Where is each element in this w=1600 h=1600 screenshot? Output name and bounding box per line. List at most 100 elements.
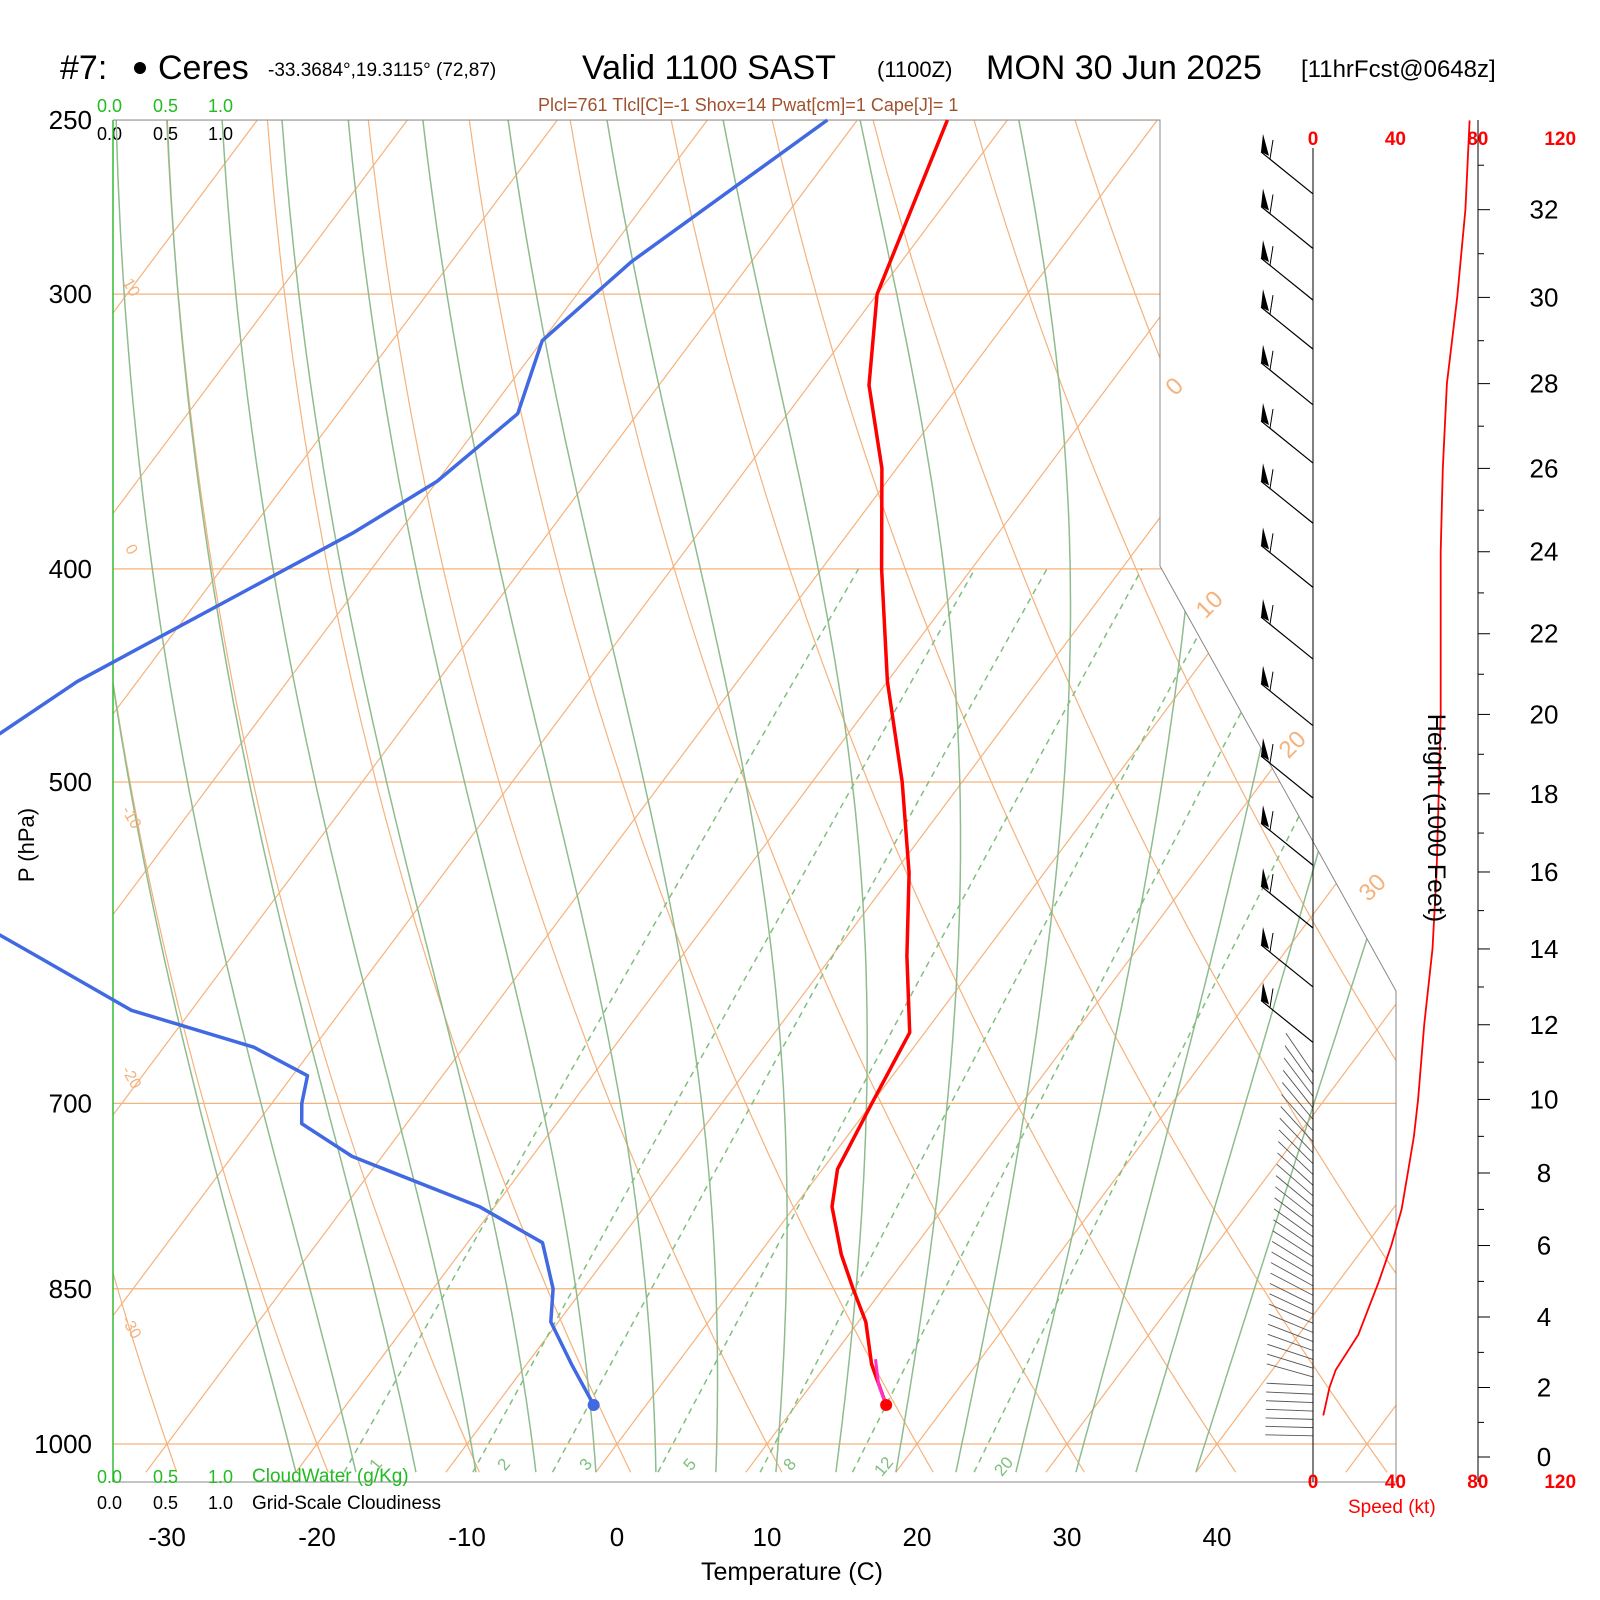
wind-barb-staff bbox=[1260, 755, 1314, 799]
height-tick-label: 0 bbox=[1537, 1442, 1551, 1472]
top-cw-tick-2: 1.0 bbox=[208, 96, 233, 116]
wind-barb-flag bbox=[1269, 811, 1274, 831]
wind-barb-staff bbox=[1260, 999, 1314, 1043]
temperature-tick-label: 20 bbox=[903, 1522, 932, 1552]
wind-barb-pennant bbox=[1261, 665, 1269, 688]
valid-zulu: (1100Z) bbox=[877, 57, 952, 82]
station-dot-icon bbox=[134, 62, 146, 74]
dry-adiabat-line bbox=[1074, 120, 1396, 1473]
wind-barb-flag bbox=[1269, 604, 1274, 625]
wind-barb-flag bbox=[1269, 988, 1274, 1008]
mixing-ratio-line bbox=[851, 568, 1318, 1473]
wind-barb-low bbox=[1265, 1417, 1314, 1420]
wind-barb-pennant bbox=[1261, 527, 1269, 550]
wind-barb-low bbox=[1270, 1262, 1314, 1287]
wind-barb-low bbox=[1285, 1032, 1314, 1074]
wind-barb-low bbox=[1268, 1303, 1314, 1324]
height-tick-label: 32 bbox=[1530, 195, 1559, 225]
wind-barb-low bbox=[1280, 1106, 1314, 1143]
wind-barb-low bbox=[1266, 1353, 1314, 1369]
wind-barb-pennant bbox=[1261, 403, 1269, 426]
isotherm-label: 0 bbox=[1160, 372, 1189, 401]
pressure-tick-label: 250 bbox=[49, 105, 92, 135]
isotherm-line bbox=[1195, 120, 1396, 1473]
isotherm-line bbox=[113, 120, 558, 1473]
wind-barb-pennant bbox=[1261, 344, 1269, 367]
wind-barb-low bbox=[1278, 1129, 1314, 1165]
isotherm-line bbox=[145, 120, 1158, 1473]
background-grid bbox=[113, 120, 1396, 1473]
height-tick-label: 16 bbox=[1530, 857, 1559, 887]
wind-barb-pennant bbox=[1261, 738, 1269, 761]
wind-barb-pennant bbox=[1261, 463, 1269, 486]
mixing-ratio-line bbox=[657, 568, 1143, 1473]
speed-tick-top: 0 bbox=[1308, 129, 1319, 150]
moist-adiabat-line bbox=[113, 175, 297, 1473]
mixing-ratio-labels: 1 2 3 5 8 12 20 bbox=[365, 1453, 1017, 1480]
wind-barb-pennant bbox=[1261, 240, 1269, 263]
temperature-tick-label: -10 bbox=[448, 1522, 486, 1552]
mixing-ratio-label: 12 bbox=[870, 1453, 897, 1480]
wind-barb-flag bbox=[1269, 194, 1274, 214]
isotherm-line bbox=[895, 120, 1396, 1473]
mixing-ratio-line bbox=[551, 568, 1048, 1473]
moist-adiabat-line bbox=[606, 120, 788, 1473]
isotherm-line bbox=[113, 120, 708, 1473]
mixing-ratio-line bbox=[759, 568, 1235, 1473]
isotherm-line bbox=[1345, 120, 1396, 1473]
speed-tick-bottom: 120 bbox=[1544, 1472, 1576, 1493]
wind-barb-low bbox=[1282, 1070, 1314, 1109]
moist-adiabat-line bbox=[422, 120, 657, 1473]
wind-barb-low bbox=[1265, 1408, 1314, 1412]
wind-barb-low bbox=[1265, 1400, 1314, 1404]
x-axis-label: Temperature (C) bbox=[701, 1558, 883, 1586]
top-cl-tick-2: 1.0 bbox=[208, 124, 233, 144]
isotherm-line bbox=[113, 120, 408, 1473]
wind-barb-staff bbox=[1260, 206, 1314, 249]
pressure-axis: 250 300 400 500 700 850 1000 bbox=[34, 105, 92, 1459]
cloudiness-label: Grid-Scale Cloudiness bbox=[252, 1493, 441, 1514]
wind-barb-pennant bbox=[1261, 982, 1269, 1005]
wind-barb-flag bbox=[1269, 246, 1274, 266]
wind-barb-low bbox=[1281, 1082, 1314, 1120]
height-tick-label: 22 bbox=[1530, 619, 1559, 649]
temperature-tick-label: -30 bbox=[148, 1522, 186, 1552]
wind-barb-low bbox=[1275, 1186, 1314, 1217]
wind-barb-low bbox=[1281, 1094, 1314, 1131]
mixing-ratio-label: 8 bbox=[779, 1455, 800, 1474]
temperature-tick-label: 10 bbox=[753, 1522, 782, 1552]
pressure-tick-label: 400 bbox=[49, 554, 92, 584]
wind-barb-pennant bbox=[1261, 599, 1269, 622]
isotherm-line bbox=[113, 120, 258, 1473]
speed-line bbox=[1322, 120, 1471, 1416]
temperature-axis: -30 -20 -10 0 10 20 30 40 bbox=[148, 1522, 1231, 1552]
wind-barb-low bbox=[1266, 1382, 1314, 1387]
height-tick-label: 24 bbox=[1530, 537, 1559, 567]
surface-dewpoint-dot bbox=[587, 1399, 600, 1412]
wind-barb-pennant bbox=[1261, 133, 1269, 156]
station-number: #7: bbox=[60, 49, 107, 87]
wind-barb-low bbox=[1276, 1163, 1314, 1197]
temperature-tick-label: 40 bbox=[1203, 1522, 1232, 1552]
wind-barb-low bbox=[1273, 1219, 1314, 1248]
height-tick-label: 10 bbox=[1530, 1084, 1559, 1114]
isotherm-line bbox=[445, 120, 1396, 1473]
parcel-line bbox=[874, 1359, 888, 1406]
bot-cw-tick-2: 1.0 bbox=[208, 1467, 233, 1487]
moist-adiabat-line bbox=[347, 120, 597, 1473]
temperature-tick-label: -20 bbox=[298, 1522, 336, 1552]
height-tick-label: 30 bbox=[1530, 282, 1559, 312]
isotherm-label: 0 bbox=[121, 542, 140, 558]
isotherm-label: -10 bbox=[118, 803, 144, 832]
wind-barb-low bbox=[1271, 1241, 1314, 1267]
speed-tick-top: 40 bbox=[1385, 129, 1406, 150]
top-cw-tick-1: 0.5 bbox=[153, 96, 178, 116]
wind-barb-low bbox=[1277, 1141, 1314, 1175]
wind-barb-flag bbox=[1269, 533, 1274, 553]
isotherm-label: 10 bbox=[119, 276, 143, 300]
isotherm-label: -20 bbox=[118, 1063, 144, 1092]
valid-time: Valid 1100 SAST bbox=[582, 49, 836, 87]
dry-adiabat-line bbox=[1377, 120, 1396, 1473]
